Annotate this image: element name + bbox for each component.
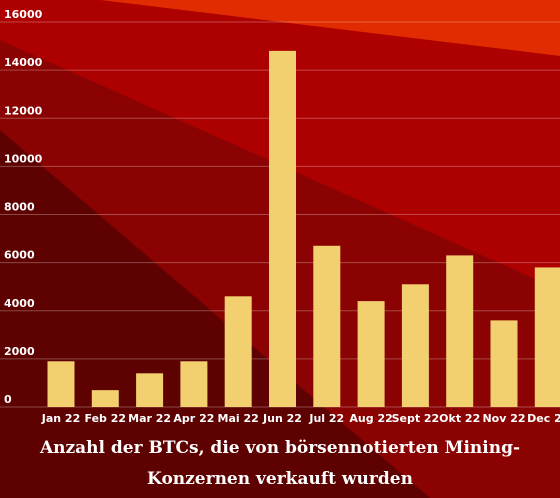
bar-chart: 0 2000 4000 6000 8000 10000 12000 14000 16000 Ja… <box>0 8 560 425</box>
y-tick-label: 8000 <box>4 201 35 214</box>
bar <box>490 320 518 407</box>
bar <box>357 301 385 407</box>
chart-title-line-2: Konzernen verkauft wurden <box>147 469 413 489</box>
x-tick-label: Okt 22 <box>439 412 480 425</box>
chart-title: Anzahl der BTCs, die von börsennotierten… <box>0 433 560 495</box>
y-axis-labels: 0 2000 4000 6000 8000 10000 12000 14000 16000 <box>4 8 43 406</box>
bars <box>47 50 560 407</box>
bar <box>446 255 474 407</box>
y-tick-label: 16000 <box>4 8 43 21</box>
bar <box>47 361 75 407</box>
x-axis-labels: Jan 22 Feb 22 Mar 22 Apr 22 Mai 22 Jun 22 Jul … <box>41 412 560 425</box>
x-tick-label: Aug 22 <box>349 412 392 425</box>
bar <box>313 245 341 407</box>
y-tick-label: 2000 <box>4 345 35 358</box>
y-tick-label: 12000 <box>4 104 43 117</box>
y-tick-label: 10000 <box>4 152 43 165</box>
bar <box>224 296 252 407</box>
x-tick-label: Sept 22 <box>392 412 440 425</box>
bar <box>534 267 560 407</box>
x-tick-label: Mai 22 <box>218 412 259 425</box>
bar <box>136 373 164 407</box>
y-tick-label: 14000 <box>4 56 43 69</box>
bar <box>401 284 429 407</box>
x-tick-label: Feb 22 <box>85 412 127 425</box>
x-tick-label: Mar 22 <box>128 412 171 425</box>
x-tick-label: Jun 22 <box>262 412 302 425</box>
y-tick-label: 4000 <box>4 297 35 310</box>
x-tick-label: Dec 22 <box>527 412 560 425</box>
x-tick-label: Nov 22 <box>482 412 525 425</box>
x-tick-label: Jul 22 <box>308 412 344 425</box>
chart-title-line-1: Anzahl der BTCs, die von börsennotierten… <box>39 438 521 458</box>
x-tick-label: Apr 22 <box>173 412 214 425</box>
bar <box>180 361 208 407</box>
y-tick-label: 0 <box>4 393 12 406</box>
bar <box>91 390 119 407</box>
x-tick-label: Jan 22 <box>41 412 80 425</box>
bar <box>269 50 296 407</box>
y-tick-label: 6000 <box>4 249 35 262</box>
